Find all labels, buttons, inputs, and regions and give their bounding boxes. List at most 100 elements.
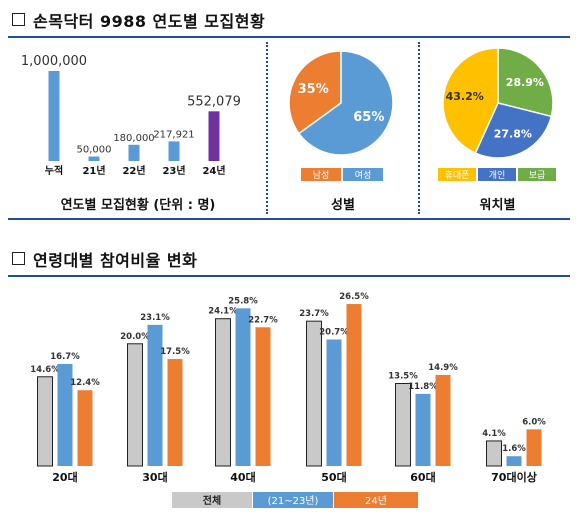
watch-chart-title: 워치별 [479, 198, 516, 213]
data-label: 20.0% [120, 332, 150, 342]
bar [57, 363, 73, 466]
legend-swatch [518, 168, 556, 181]
slice-label: 43.2% [446, 90, 484, 103]
bar [127, 343, 143, 467]
bar [37, 376, 53, 467]
data-label: 1.6% [502, 444, 526, 454]
data-label: 17.5% [160, 347, 190, 357]
bar [88, 156, 100, 161]
legend-label: 보급 [529, 170, 546, 181]
legend-label: 휴대폰 [445, 170, 470, 181]
legend-label: 개인 [489, 170, 506, 181]
legend-label: (21~23년) [268, 495, 319, 507]
bar [48, 71, 60, 161]
data-label: 13.5% [388, 372, 418, 382]
data-label: 26.5% [339, 292, 369, 302]
data-label: 24.1% [208, 307, 238, 317]
legend-label: 24년 [365, 495, 387, 507]
data-label: 1,000,000 [21, 54, 87, 69]
legend-swatch [438, 168, 476, 181]
bar [168, 141, 180, 161]
data-label: 23.7% [299, 309, 329, 319]
slice-label: 27.8% [494, 128, 532, 141]
pie-slice [497, 47, 554, 118]
category-label: 20대 [52, 470, 77, 484]
bar [506, 456, 522, 466]
data-label: 552,079 [187, 94, 241, 109]
section1-bottom-rule [8, 218, 570, 220]
category-label: 70대이상 [491, 470, 537, 484]
section1-top-rule [8, 36, 570, 38]
legend-swatch [301, 168, 341, 181]
pie-slice [474, 102, 553, 159]
age-participation-chart: 14.6% 16.7% 12.4% 20대 20.0% 23.1% 17.5% 30대 24.1… [30, 292, 546, 508]
bar [255, 327, 271, 466]
bar [215, 318, 231, 467]
yearly-chart-title: 연도별 모집현황 (단위 : 명) [60, 198, 216, 213]
bar [167, 359, 183, 466]
section1-heading: 손목닥터 9988 연도별 모집현황 [12, 8, 265, 32]
bar [128, 144, 140, 161]
bar [326, 339, 342, 466]
category-label: 50대 [321, 470, 346, 484]
data-label: 14.6% [30, 365, 60, 375]
category-label: 누적 [45, 164, 63, 177]
data-label: 16.7% [50, 352, 80, 362]
divider-1 [266, 42, 268, 214]
data-label: 6.0% [522, 417, 546, 427]
category-label: 30대 [142, 470, 167, 484]
data-label: 25.8% [228, 296, 258, 306]
gender-pie-chart: 35% 65% 남성 여성 [288, 50, 394, 181]
bar [147, 324, 163, 466]
category-label: 24년 [202, 164, 225, 177]
checkbox-square-icon [12, 13, 25, 26]
bar [526, 429, 542, 466]
legend-swatch [253, 492, 333, 508]
data-label: 11.8% [408, 382, 438, 392]
checkbox-square-icon [12, 252, 25, 265]
data-label: 180,000 [113, 133, 154, 144]
slice-label: 35% [298, 82, 329, 97]
data-label: 22.7% [248, 315, 278, 325]
watch-pie-chart: 28.9% 27.8% 43.2% 휴대폰 개인 보급 [438, 47, 556, 181]
slice-label: 65% [353, 110, 384, 125]
bar [235, 308, 251, 466]
section2-title: 연령대별 참여비율 변화 [33, 251, 198, 270]
bar [395, 383, 411, 467]
data-label: 217,921 [153, 129, 194, 140]
data-label: 20.7% [319, 328, 349, 338]
legend-swatch [172, 492, 252, 508]
bar [77, 390, 93, 466]
data-label: 50,000 [77, 145, 112, 156]
category-label: 23년 [162, 164, 185, 177]
data-label: 14.9% [428, 363, 458, 373]
bar [346, 304, 362, 466]
section1-title: 손목닥터 9988 연도별 모집현황 [33, 12, 266, 31]
yearly-recruitment-chart: 1,000,000 누적 50,000 21년 180,000 22년 217,921 23년… [21, 54, 241, 177]
pie-slice [442, 47, 499, 155]
legend-swatch [334, 492, 418, 508]
slice-label: 28.9% [506, 76, 544, 89]
pie-slice [297, 50, 394, 156]
gender-chart-title: 성별 [331, 198, 355, 213]
bar [208, 111, 220, 161]
legend-label: 여성 [355, 169, 372, 181]
data-label: 23.1% [140, 313, 170, 323]
legend-swatch [478, 168, 516, 181]
bar [435, 374, 451, 466]
category-label: 60대 [410, 470, 435, 484]
bar [486, 440, 502, 467]
section2-heading: 연령대별 참여비율 변화 [12, 247, 197, 271]
legend-label: 남성 [313, 170, 330, 181]
pie-slice [288, 50, 342, 135]
category-label: 40대 [230, 470, 255, 484]
bar [415, 393, 431, 466]
bar [306, 320, 322, 467]
divider-2 [418, 42, 420, 214]
section2-top-rule [8, 275, 570, 277]
legend-label: 전체 [203, 494, 221, 507]
data-label: 12.4% [70, 378, 100, 388]
category-label: 22년 [122, 164, 145, 177]
legend-swatch [343, 168, 383, 181]
category-label: 21년 [82, 164, 105, 177]
